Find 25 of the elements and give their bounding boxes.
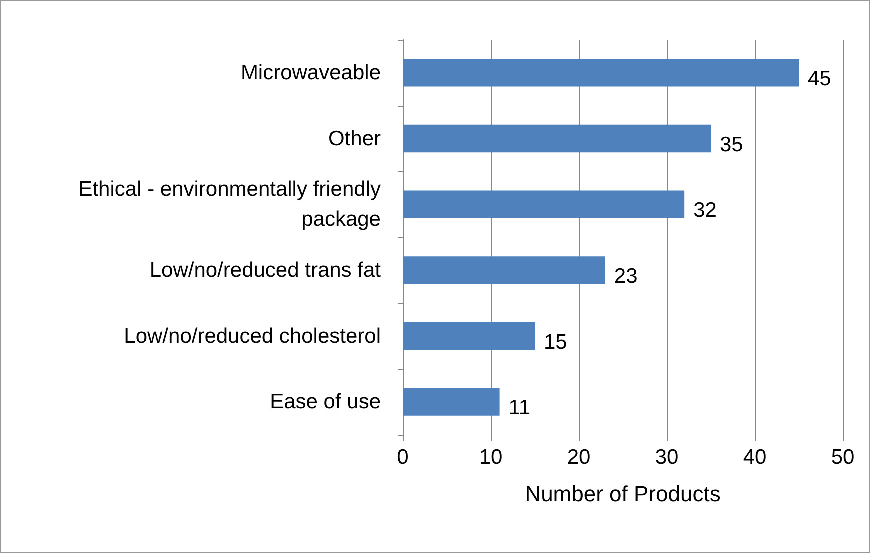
bar bbox=[403, 59, 799, 87]
y-tick-label: Ease of use bbox=[270, 390, 381, 414]
x-axis-title: Number of Products bbox=[525, 482, 721, 506]
data-label: 35 bbox=[720, 133, 744, 156]
data-label: 45 bbox=[808, 67, 832, 90]
x-tick-label: 40 bbox=[743, 446, 767, 469]
data-label: 15 bbox=[544, 330, 568, 354]
data-label: 11 bbox=[508, 396, 531, 420]
y-tick-label: Microwaveable bbox=[240, 61, 381, 84]
y-tick-label: Ethical - environmentally friendly package bbox=[78, 178, 382, 232]
x-tick-label: 20 bbox=[567, 446, 591, 469]
x-tick-label: 0 bbox=[397, 446, 409, 469]
bar bbox=[403, 256, 606, 284]
y-tick-label: Low/no/reduced trans fat bbox=[150, 258, 382, 282]
data-label: 23 bbox=[614, 264, 638, 288]
bar bbox=[403, 322, 535, 350]
bar bbox=[403, 124, 711, 153]
y-tick-label: Other bbox=[328, 127, 381, 150]
x-tick-label: 10 bbox=[479, 446, 503, 469]
data-label: 32 bbox=[694, 199, 717, 222]
y-tick-label: Low/no/reduced cholesterol bbox=[124, 324, 381, 348]
bar bbox=[403, 388, 500, 416]
x-tick-label: 50 bbox=[831, 446, 855, 469]
bar bbox=[403, 190, 685, 218]
x-tick-label: 30 bbox=[655, 446, 679, 469]
